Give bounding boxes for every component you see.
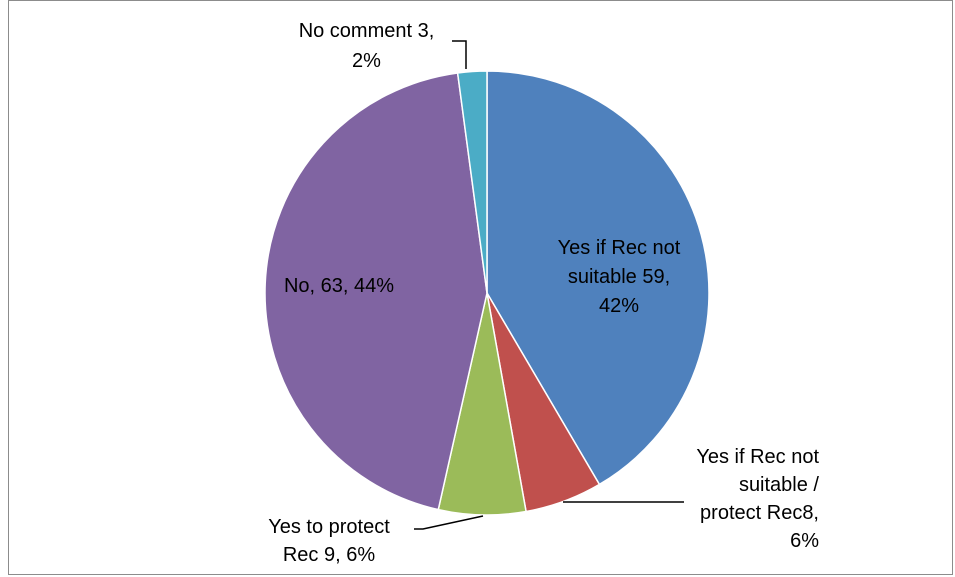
label-line: Yes if Rec not [696,446,819,468]
label-line: suitable 59, [567,266,671,288]
slice-yes-rec-not-suitable [486,70,710,486]
chart-frame: Yes if Rec not suitable 59, 42% Yes if R… [8,0,953,575]
leader-yes-to-protect-rec9 [414,515,484,530]
label-line: Yes if Rec not [557,237,681,259]
slices-layer [264,70,710,516]
label-yes-rec-not-suitable-protect: Yes if Rec not suitable / protect Rec8, … [649,443,819,555]
label-line: Yes to protect [268,516,390,538]
label-line: No, 63, 44% [283,275,395,297]
leader-no-comment [452,40,467,69]
pie-chart [264,40,710,530]
label-yes-rec-not-suitable: Yes if Rec not suitable 59, 42% [529,234,709,321]
label-yes-to-protect-rec9: Yes to protect Rec 9, 6% [239,513,419,569]
leader-lines [414,40,684,530]
label-line: Rec 9, 6% [282,544,376,566]
label-line: 42% [598,295,640,317]
label-no: No, 63, 44% [264,273,414,299]
label-no-comment: No comment 3, 2% [284,16,449,76]
label-line: protect Rec8, [700,502,819,524]
slice-no-comment [456,70,488,294]
label-line: 2% [352,50,381,72]
label-line: No comment 3, [298,20,435,42]
slice-no [264,72,488,511]
label-line: suitable / [738,474,819,496]
label-line: 6% [790,530,819,552]
